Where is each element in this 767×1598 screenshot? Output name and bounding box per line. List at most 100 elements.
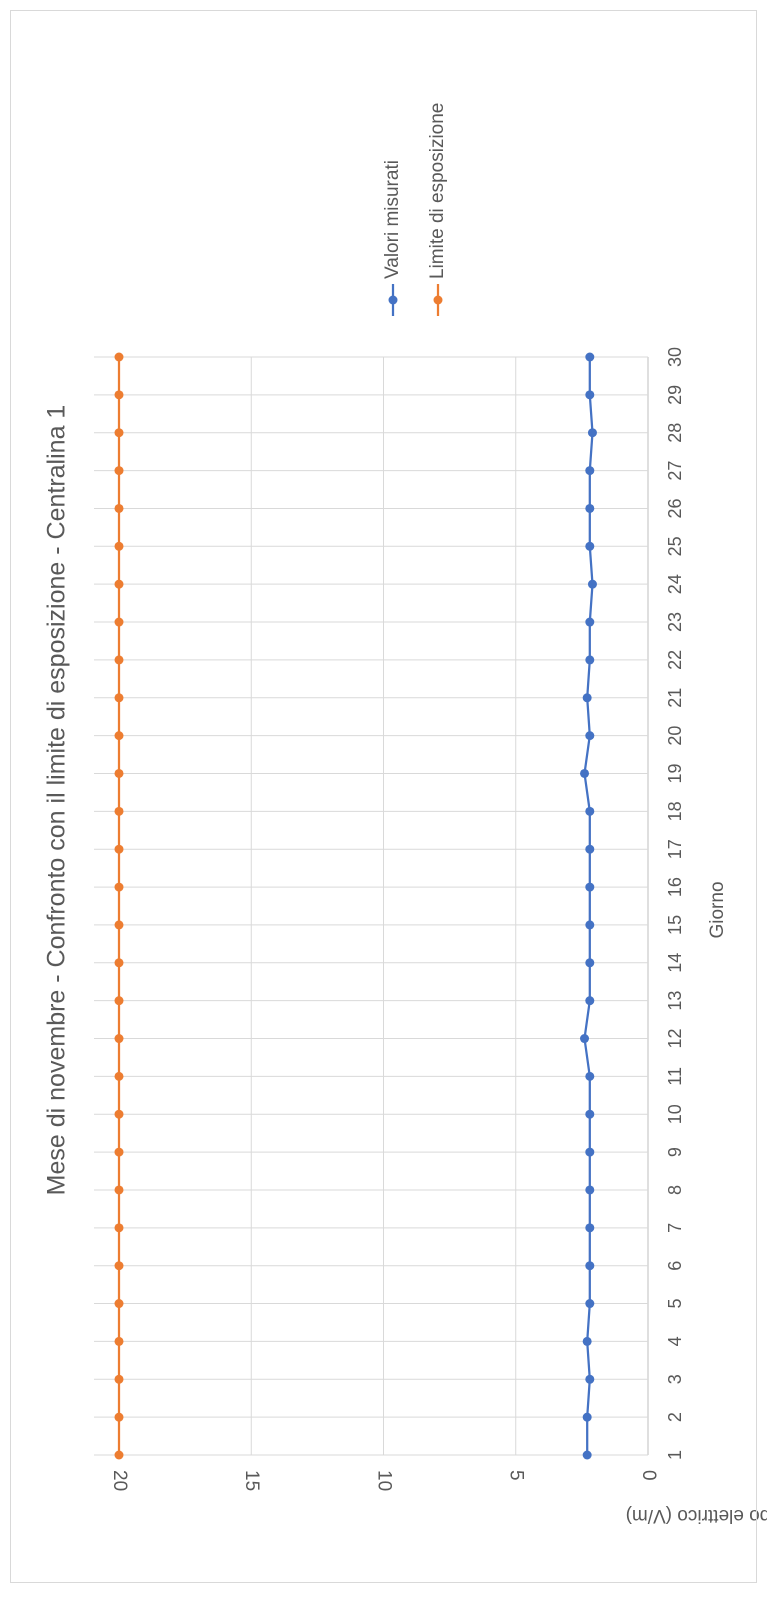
chart-title: Mese di novembre - Confronto con il limi… (43, 405, 71, 1196)
data-point (582, 693, 592, 703)
x-tick-label: 13 (665, 991, 685, 1011)
data-point (114, 1336, 124, 1346)
x-tick-label: 27 (665, 461, 685, 481)
x-tick-label: 19 (665, 763, 685, 783)
data-point (587, 579, 597, 589)
legend: Valori misurati Limite di esposizione (382, 103, 448, 316)
data-point (114, 579, 124, 589)
x-axis-title: Giorno (707, 881, 728, 938)
data-point (585, 1109, 595, 1119)
x-tick-label: 22 (665, 650, 685, 670)
data-point (114, 731, 124, 741)
legend-label: Limite di esposizione (427, 103, 448, 279)
data-point (114, 806, 124, 816)
x-tick-label: 12 (665, 1029, 685, 1049)
data-point (585, 882, 595, 892)
data-point (114, 1034, 124, 1044)
y-axis-ticks: 0 5 10 15 20 (109, 1470, 659, 1491)
data-point (114, 1071, 124, 1081)
x-tick-label: 5 (665, 1299, 685, 1309)
data-point (114, 958, 124, 968)
data-point (114, 1223, 124, 1233)
legend-marker (388, 295, 398, 305)
legend-label: Valori misurati (382, 160, 403, 279)
data-point (114, 1109, 124, 1119)
data-point (114, 844, 124, 854)
data-point (114, 655, 124, 665)
gridlines (94, 356, 649, 1456)
data-point (114, 428, 124, 438)
data-point (114, 1450, 124, 1460)
data-point (585, 1299, 595, 1309)
x-tick-label: 16 (665, 877, 685, 897)
x-axis-ticks: 1234567891011121314151617181920212223242… (665, 347, 685, 1460)
x-tick-label: 1 (665, 1450, 685, 1460)
x-tick-label: 3 (665, 1374, 685, 1384)
data-point (114, 466, 124, 476)
x-tick-label: 6 (665, 1261, 685, 1271)
x-tick-label: 26 (665, 498, 685, 518)
series-line (583, 357, 594, 1455)
x-tick-label: 10 (665, 1104, 685, 1124)
y-tick-label: 15 (241, 1470, 262, 1491)
series-layer (114, 352, 597, 1460)
data-point (587, 428, 597, 438)
x-tick-label: 18 (665, 801, 685, 821)
chart-frame (10, 10, 757, 1583)
data-point (585, 996, 595, 1006)
data-point (114, 617, 124, 627)
x-tick-label: 11 (665, 1067, 685, 1086)
x-tick-label: 8 (665, 1185, 685, 1195)
x-tick-label: 28 (665, 423, 685, 443)
data-point (585, 1071, 595, 1081)
data-point (114, 882, 124, 892)
data-point (114, 920, 124, 930)
x-tick-label: 25 (665, 536, 685, 556)
data-point (582, 1336, 592, 1346)
y-tick-label: 20 (109, 1470, 130, 1491)
data-point (585, 1261, 595, 1271)
x-tick-label: 20 (665, 726, 685, 746)
data-point (585, 1147, 595, 1157)
y-tick-label: 5 (506, 1470, 527, 1481)
data-point (114, 1185, 124, 1195)
y-tick-label: 0 (638, 1470, 659, 1481)
data-point (585, 1374, 595, 1384)
data-point (585, 958, 595, 968)
x-tick-label: 21 (665, 688, 685, 708)
x-tick-label: 9 (665, 1147, 685, 1157)
data-point (582, 1450, 592, 1460)
data-point (580, 768, 590, 778)
data-point (585, 352, 595, 362)
data-point (114, 768, 124, 778)
data-point (114, 1147, 124, 1157)
data-point (114, 693, 124, 703)
data-point (114, 503, 124, 513)
data-point (585, 541, 595, 551)
data-point (585, 466, 595, 476)
data-point (585, 844, 595, 854)
y-tick-label: 10 (373, 1470, 394, 1491)
data-point (114, 1412, 124, 1422)
data-point (585, 806, 595, 816)
data-point (114, 1299, 124, 1309)
data-point (114, 352, 124, 362)
data-point (585, 617, 595, 627)
data-point (585, 390, 595, 400)
data-point (580, 1034, 590, 1044)
y-axis-title: Campo elettrico (V/m) (626, 1505, 767, 1526)
data-point (114, 996, 124, 1006)
data-point (585, 920, 595, 930)
legend-marker (433, 295, 443, 305)
x-tick-label: 30 (665, 347, 685, 367)
x-tick-label: 14 (665, 953, 685, 973)
data-point (585, 1223, 595, 1233)
data-point (585, 655, 595, 665)
x-tick-label: 2 (665, 1412, 685, 1422)
data-point (114, 390, 124, 400)
x-tick-label: 24 (665, 574, 685, 594)
x-tick-label: 7 (665, 1223, 685, 1233)
data-point (114, 541, 124, 551)
data-point (585, 1185, 595, 1195)
